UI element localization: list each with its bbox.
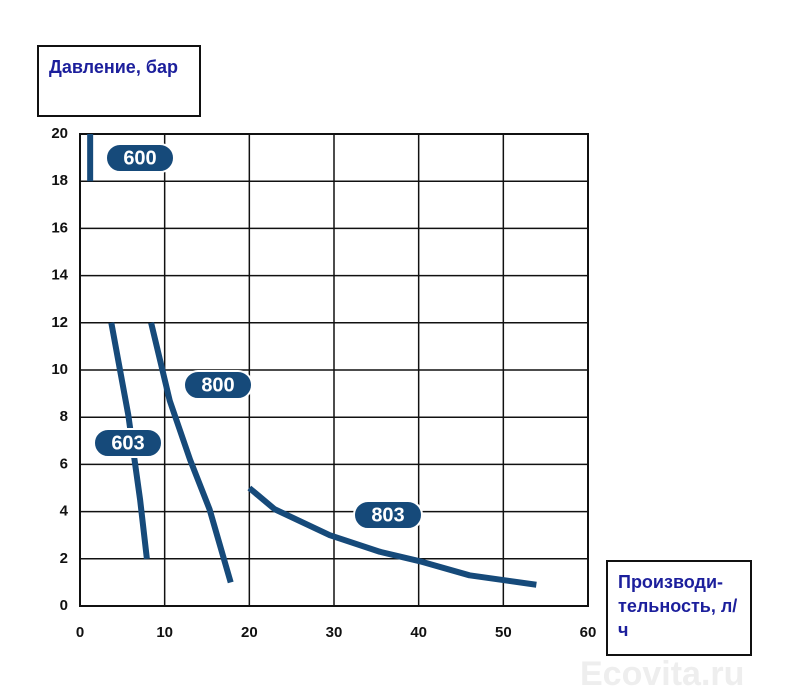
x-tick-label: 40	[410, 624, 427, 641]
series-line	[247, 485, 537, 588]
y-tick-label: 20	[51, 125, 68, 142]
x-tick-label: 20	[241, 624, 258, 641]
y-tick-label: 18	[51, 172, 68, 189]
plot-border	[79, 133, 589, 607]
series-badge	[105, 143, 175, 173]
y-tick-label: 4	[60, 503, 69, 520]
y-tick-label: 2	[60, 550, 68, 567]
y-tick-label: 6	[60, 455, 68, 472]
watermark: Ecovita.ru	[580, 655, 745, 693]
series-badge	[353, 500, 423, 530]
x-tick-label: 10	[156, 624, 173, 641]
y-tick-label: 8	[60, 408, 68, 425]
x-tick-label: 60	[580, 624, 597, 641]
series-name: 800	[201, 374, 234, 396]
y-tick-label: 14	[51, 267, 68, 284]
series-name: 803	[371, 504, 404, 526]
series-name: 600	[123, 147, 156, 169]
series-name: 603	[111, 432, 144, 454]
x-axis-label: Производи-тельность, л/ч	[606, 560, 752, 656]
y-axis-label: Давление, бар	[37, 45, 201, 117]
y-tick-label: 12	[51, 314, 68, 331]
y-tick-label: 10	[51, 361, 68, 378]
y-tick-label: 16	[51, 219, 68, 236]
series-badge	[183, 370, 253, 400]
series-line	[148, 322, 234, 584]
x-tick-label: 0	[76, 624, 84, 641]
x-tick-label: 30	[326, 624, 343, 641]
y-tick-label: 0	[60, 597, 68, 614]
x-tick-label: 50	[495, 624, 512, 641]
series-badge	[93, 428, 163, 458]
